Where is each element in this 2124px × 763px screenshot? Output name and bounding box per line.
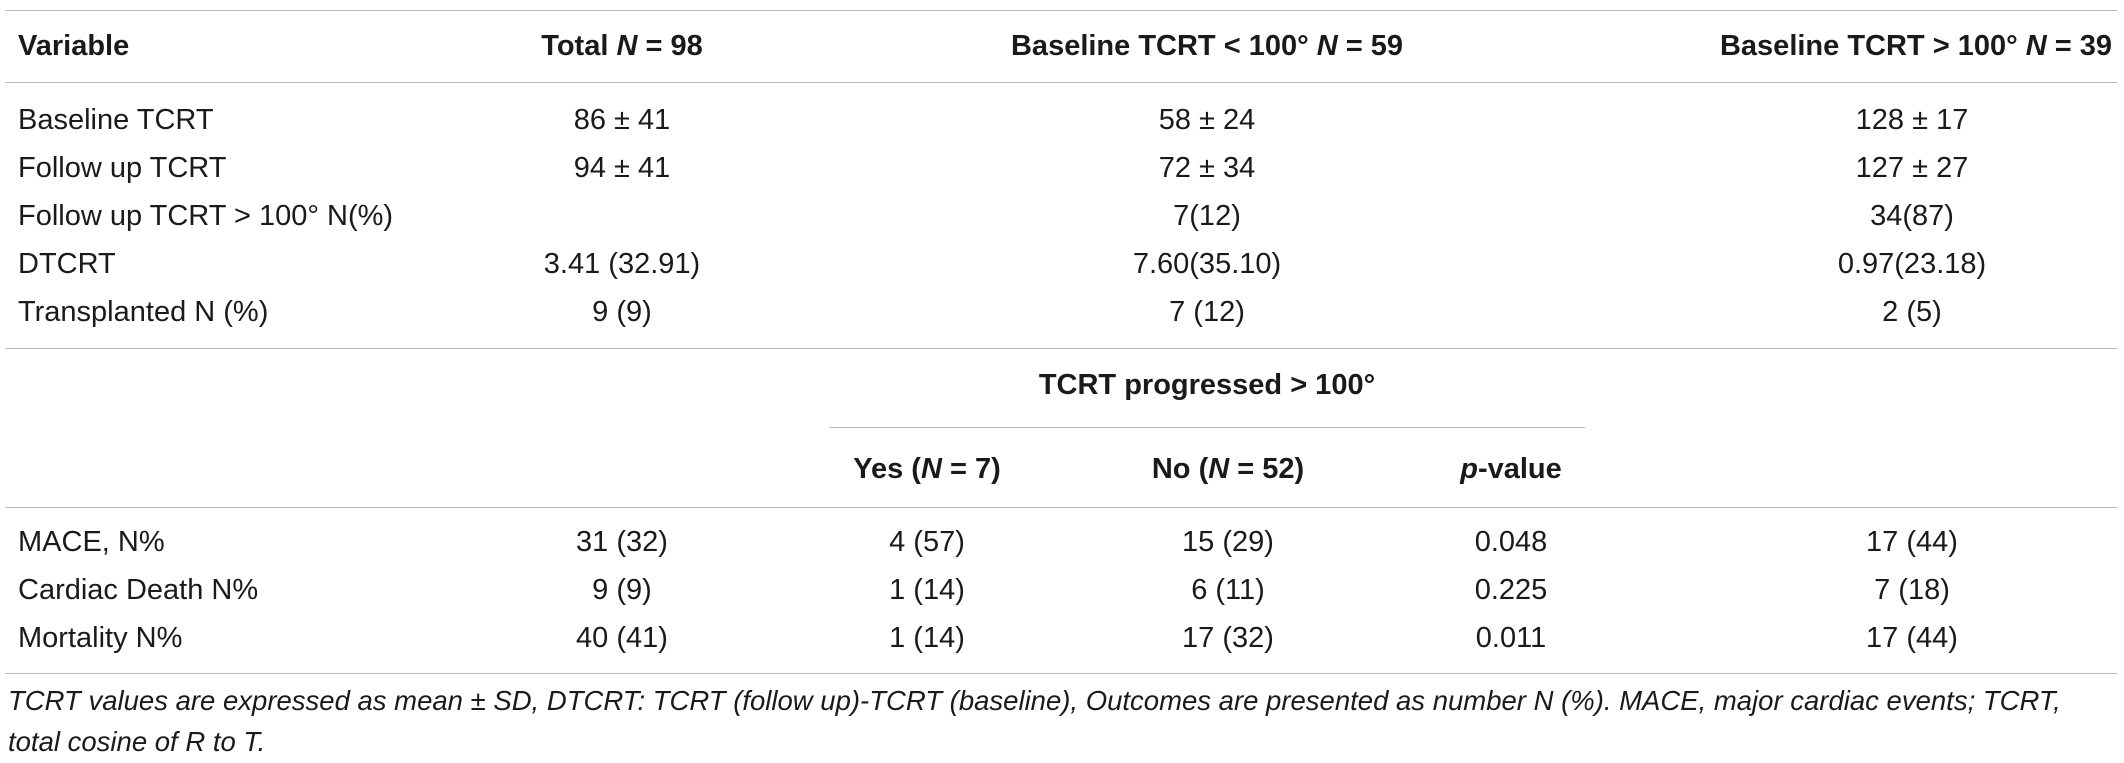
cell-total: 9 (9)	[592, 296, 652, 328]
cell-above: 17 (44)	[1866, 622, 1958, 654]
table-top-rule	[5, 10, 2117, 11]
subheader-yes: Yes (N = 7)	[853, 453, 1001, 485]
cell-above: 0.97(23.18)	[1837, 248, 1987, 280]
cell-total: 86 ± 41	[573, 104, 671, 136]
table-bottom-rule	[5, 673, 2117, 674]
cell-below: 7.60(35.10)	[1132, 248, 1282, 280]
cell-above: 7 (18)	[1874, 574, 1950, 606]
header-bottom-rule	[5, 82, 2117, 83]
cell-total: 9 (9)	[592, 574, 652, 606]
cell-yes: 1 (14)	[889, 622, 965, 654]
header-total: Total N = 98	[541, 30, 703, 62]
subheader-group-rule	[829, 427, 1585, 428]
cell-total: 94 ± 41	[573, 152, 671, 184]
row-label: Baseline TCRT	[18, 104, 214, 136]
footnote-line-1: TCRT values are expressed as mean ± SD, …	[8, 685, 2061, 716]
row-label: Follow up TCRT > 100° N(%)	[18, 200, 394, 232]
row-label: Follow up TCRT	[18, 152, 227, 184]
section-divider-rule	[5, 348, 2117, 349]
subheader-bottom-rule	[5, 507, 2117, 508]
cell-below: 7(12)	[1173, 200, 1241, 232]
subheader-no: No (N = 52)	[1151, 453, 1305, 485]
cell-pvalue: 0.048	[1474, 526, 1548, 558]
cell-pvalue: 0.011	[1475, 622, 1547, 654]
table-footnote: TCRT values are expressed as mean ± SD, …	[8, 680, 2116, 762]
cell-below: 72 ± 34	[1158, 152, 1256, 184]
cell-total: 3.41 (32.91)	[543, 248, 701, 280]
cell-above: 127 ± 27	[1855, 152, 1969, 184]
header-baseline-below-100: Baseline TCRT < 100° N = 59	[1010, 30, 1404, 62]
cell-no: 15 (29)	[1182, 526, 1274, 558]
cell-above: 17 (44)	[1866, 526, 1958, 558]
row-label: MACE, N%	[18, 526, 165, 558]
header-baseline-above-100: Baseline TCRT > 100° N = 39	[1719, 30, 2112, 62]
cell-above: 2 (5)	[1882, 296, 1942, 328]
cell-total: 40 (41)	[576, 622, 668, 654]
cell-no: 17 (32)	[1182, 622, 1274, 654]
cell-yes: 1 (14)	[889, 574, 965, 606]
cell-below: 7 (12)	[1169, 296, 1245, 328]
header-variable: Variable	[18, 30, 130, 62]
row-label: Transplanted N (%)	[18, 296, 269, 328]
row-label: DTCRT	[18, 248, 116, 280]
cell-total: 31 (32)	[576, 526, 668, 558]
cell-above: 128 ± 17	[1855, 104, 1969, 136]
subheader-pvalue: p-value	[1460, 453, 1562, 485]
cell-above: 34(87)	[1870, 200, 1954, 232]
row-label: Mortality N%	[18, 622, 183, 654]
row-label: Cardiac Death N%	[18, 574, 259, 606]
cell-yes: 4 (57)	[889, 526, 965, 558]
cell-no: 6 (11)	[1191, 574, 1265, 606]
cell-below: 58 ± 24	[1158, 104, 1256, 136]
footnote-line-2: total cosine of R to T.	[8, 726, 266, 757]
cell-pvalue: 0.225	[1474, 574, 1548, 606]
subheader-group-label: TCRT progressed > 100°	[1038, 369, 1376, 401]
